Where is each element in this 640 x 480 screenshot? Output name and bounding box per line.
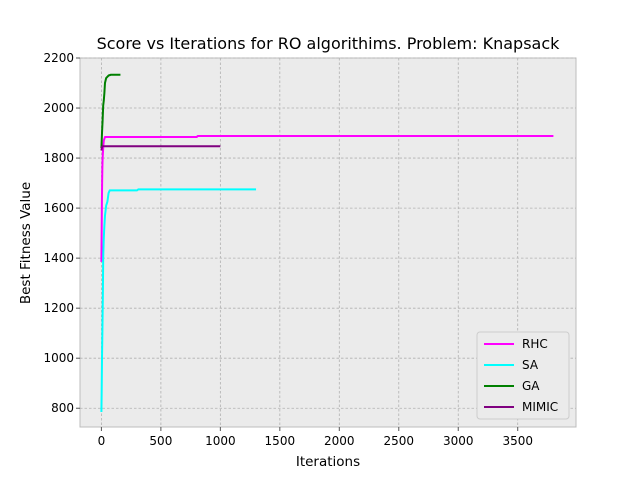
legend-label-rhc: RHC xyxy=(522,337,548,351)
y-tick-label: 1800 xyxy=(43,151,74,165)
y-tick-label: 2200 xyxy=(43,51,74,65)
y-tick-label: 800 xyxy=(51,401,74,415)
x-axis-label: Iterations xyxy=(296,454,360,470)
series-line-rhc xyxy=(100,135,554,262)
legend-label-mimic: MIMIC xyxy=(522,400,558,414)
series-line-sa xyxy=(100,188,257,413)
x-tick-label: 1000 xyxy=(205,434,236,448)
x-tick-label: 3500 xyxy=(502,434,533,448)
x-tick-label: 2500 xyxy=(383,434,414,448)
x-tick-label: 2000 xyxy=(324,434,355,448)
y-tick-label: 2000 xyxy=(43,101,74,115)
x-axis: 0 500 1000 1500 2000 2500 3000 3500 xyxy=(98,427,533,448)
y-tick-label: 1600 xyxy=(43,201,74,215)
y-tick-label: 1000 xyxy=(43,351,74,365)
legend: RHC SA GA MIMIC xyxy=(476,331,570,420)
y-axis: 800 1000 1200 1400 1600 1800 2000 2200 xyxy=(43,51,80,415)
chart-title: Score vs Iterations for RO algorithims. … xyxy=(97,34,561,53)
y-tick-label: 1200 xyxy=(43,301,74,315)
x-tick-label: 500 xyxy=(149,434,172,448)
x-tick-label: 3000 xyxy=(443,434,474,448)
legend-label-sa: SA xyxy=(522,358,539,372)
y-axis-label: Best Fitness Value xyxy=(18,182,34,304)
x-tick-label: 1500 xyxy=(265,434,296,448)
series-line-ga xyxy=(100,73,121,149)
legend-box xyxy=(476,331,570,420)
x-tick-label: 0 xyxy=(98,434,106,448)
series-line-mimic xyxy=(100,145,221,151)
series-lines xyxy=(100,73,554,413)
y-tick-label: 1400 xyxy=(43,251,74,265)
legend-label-ga: GA xyxy=(522,379,540,393)
